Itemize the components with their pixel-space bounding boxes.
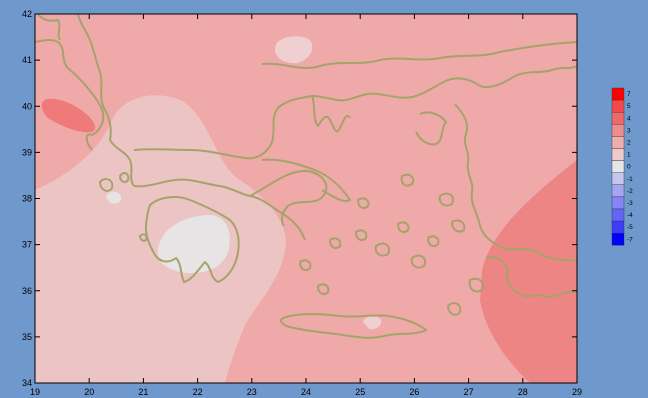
- anatolia-west-coastline: [454, 103, 577, 262]
- attica-coastline: [249, 170, 328, 227]
- legend-swatch: [611, 160, 625, 173]
- rhodes-coastline: [468, 277, 484, 293]
- crete-coastline: [280, 313, 427, 339]
- legend-swatch: [611, 124, 625, 137]
- coastlines: [35, 14, 577, 339]
- x-tick-label: 25: [355, 387, 365, 397]
- legend-swatch: [611, 232, 625, 246]
- y-tick-label: 36: [22, 286, 32, 296]
- contour-level-0-area: [106, 191, 122, 204]
- contour-level-1-area: [274, 36, 313, 64]
- legend-swatch: [611, 87, 625, 101]
- island-coastline: [397, 221, 410, 233]
- x-tick-label: 21: [138, 387, 148, 397]
- x-tick-label: 28: [518, 387, 528, 397]
- legend-label: 1: [627, 152, 631, 159]
- north-border-line: [261, 41, 577, 69]
- kefalonia-coastline: [99, 178, 114, 192]
- contour-level-1-area: [35, 95, 286, 383]
- legend-label: -7: [627, 236, 633, 243]
- y-axis: 34 35 36 37 38 39 40 41 42: [22, 9, 577, 388]
- legend-swatch: [611, 136, 625, 149]
- island-coastline: [438, 192, 454, 207]
- island-coastline: [299, 259, 312, 271]
- legend-swatch: [611, 208, 625, 222]
- legend-label: 0: [627, 164, 631, 171]
- x-axis: 19 20 21 22 23 24 25 26 27 28 29: [30, 14, 582, 397]
- legend-label: 3: [627, 127, 631, 134]
- x-tick-label: 24: [301, 387, 311, 397]
- contour-level-1-area: [363, 316, 382, 330]
- legend-swatch: [611, 196, 625, 210]
- contour-map: [35, 14, 577, 383]
- legend-label: -3: [627, 200, 633, 207]
- legend-swatch: [611, 99, 625, 113]
- island-coastline: [427, 235, 440, 247]
- legend-label: -1: [627, 176, 633, 183]
- contour-level-3-area: [41, 98, 96, 133]
- karpathos-coastline: [447, 302, 462, 316]
- y-tick-label: 37: [22, 240, 32, 250]
- x-tick-label: 19: [30, 387, 40, 397]
- chalkidiki-coastline: [311, 95, 351, 133]
- legend-label: 4: [627, 115, 631, 122]
- x-tick-label: 22: [193, 387, 203, 397]
- contour-level-3-area: [480, 160, 577, 383]
- y-tick-label: 42: [22, 9, 32, 19]
- x-tick-label: 29: [572, 387, 582, 397]
- island-coastline: [451, 219, 466, 233]
- legend-label: 5: [627, 103, 631, 110]
- y-tick-label: 41: [22, 55, 32, 65]
- marmara-coastline: [479, 65, 577, 88]
- peloponnese-coastline: [144, 196, 240, 283]
- y-tick-label: 40: [22, 101, 32, 111]
- lesvos-coastline: [415, 111, 447, 146]
- x-tick-label: 20: [84, 387, 94, 397]
- ithaca-coastline: [119, 172, 130, 184]
- island-coastline: [329, 237, 342, 249]
- legend-swatch: [611, 172, 625, 185]
- island-coastline: [374, 242, 390, 257]
- anatolia-south-coastline: [485, 255, 577, 298]
- color-legend: 7 5 4 3 2 1 0 -1 -2 -3 -4 -5 -7: [611, 87, 633, 246]
- zakynthos-coastline: [139, 233, 148, 242]
- x-tick-label: 26: [409, 387, 419, 397]
- legend-swatch: [611, 184, 625, 198]
- y-tick-label: 38: [22, 194, 32, 204]
- island-coastline: [355, 229, 368, 241]
- island-coastline: [317, 283, 330, 295]
- island-coastline: [357, 197, 370, 209]
- legend-label: 2: [627, 139, 631, 146]
- x-tick-label: 23: [247, 387, 257, 397]
- island-coastline: [400, 173, 415, 187]
- legend-label: -4: [627, 212, 633, 219]
- legend-swatch: [611, 220, 625, 234]
- y-tick-label: 35: [22, 332, 32, 342]
- legend-swatch: [611, 111, 625, 125]
- y-tick-label: 39: [22, 147, 32, 157]
- legend-label: -2: [627, 188, 633, 195]
- italy-coastline: [35, 39, 105, 151]
- x-tick-label: 27: [464, 387, 474, 397]
- legend-swatch: [611, 148, 625, 161]
- balkan-west-coastline: [77, 14, 135, 187]
- italy-north-coastline: [37, 14, 61, 41]
- island-coastline: [410, 254, 426, 269]
- euboea-coastline: [261, 158, 351, 202]
- y-tick-label: 34: [22, 378, 32, 388]
- legend-label: -5: [627, 224, 633, 231]
- legend-label: 7: [627, 91, 631, 98]
